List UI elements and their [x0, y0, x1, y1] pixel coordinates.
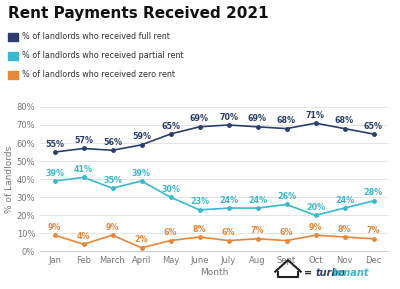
Text: =: = [304, 268, 312, 278]
Text: 68%: 68% [335, 116, 354, 125]
Text: 23%: 23% [190, 197, 209, 206]
Text: 70%: 70% [219, 112, 238, 121]
Text: 59%: 59% [132, 132, 151, 141]
Text: 26%: 26% [277, 192, 296, 201]
Text: 7%: 7% [367, 226, 380, 235]
Text: 2%: 2% [135, 235, 148, 244]
Text: 65%: 65% [161, 122, 180, 131]
Text: 20%: 20% [306, 203, 325, 212]
Text: 39%: 39% [45, 168, 64, 177]
Text: 24%: 24% [335, 196, 354, 205]
Text: 6%: 6% [222, 228, 235, 237]
Y-axis label: % of Landlords: % of Landlords [5, 146, 14, 213]
Text: 30%: 30% [161, 185, 180, 194]
Text: 71%: 71% [306, 111, 325, 120]
Text: 28%: 28% [364, 188, 383, 197]
Text: 4%: 4% [77, 232, 90, 241]
Text: 65%: 65% [364, 122, 383, 131]
Text: 24%: 24% [219, 196, 238, 205]
Text: 39%: 39% [132, 168, 151, 177]
Text: 57%: 57% [74, 136, 93, 145]
Text: 9%: 9% [48, 223, 61, 232]
Text: 68%: 68% [277, 116, 296, 125]
Text: 6%: 6% [164, 228, 177, 237]
X-axis label: Month: Month [200, 268, 228, 277]
Text: 35%: 35% [103, 176, 122, 185]
Text: 55%: 55% [45, 140, 64, 149]
Text: 41%: 41% [74, 165, 93, 174]
Text: tenant: tenant [333, 268, 369, 278]
Text: 9%: 9% [106, 223, 119, 232]
Text: 69%: 69% [190, 114, 209, 123]
Text: 69%: 69% [248, 114, 267, 123]
Text: % of landlords who received full rent: % of landlords who received full rent [22, 32, 170, 41]
Text: 8%: 8% [193, 225, 206, 234]
Text: 9%: 9% [309, 223, 322, 232]
Text: 56%: 56% [103, 138, 122, 147]
Text: Rent Payments Received 2021: Rent Payments Received 2021 [8, 6, 269, 21]
Text: 8%: 8% [338, 225, 351, 234]
Text: 7%: 7% [251, 226, 264, 235]
Text: % of landlords who received partial rent: % of landlords who received partial rent [22, 51, 184, 60]
Text: % of landlords who received zero rent: % of landlords who received zero rent [22, 70, 175, 79]
Text: turbo: turbo [316, 268, 346, 278]
Text: 6%: 6% [280, 228, 293, 237]
Text: 24%: 24% [248, 196, 267, 205]
